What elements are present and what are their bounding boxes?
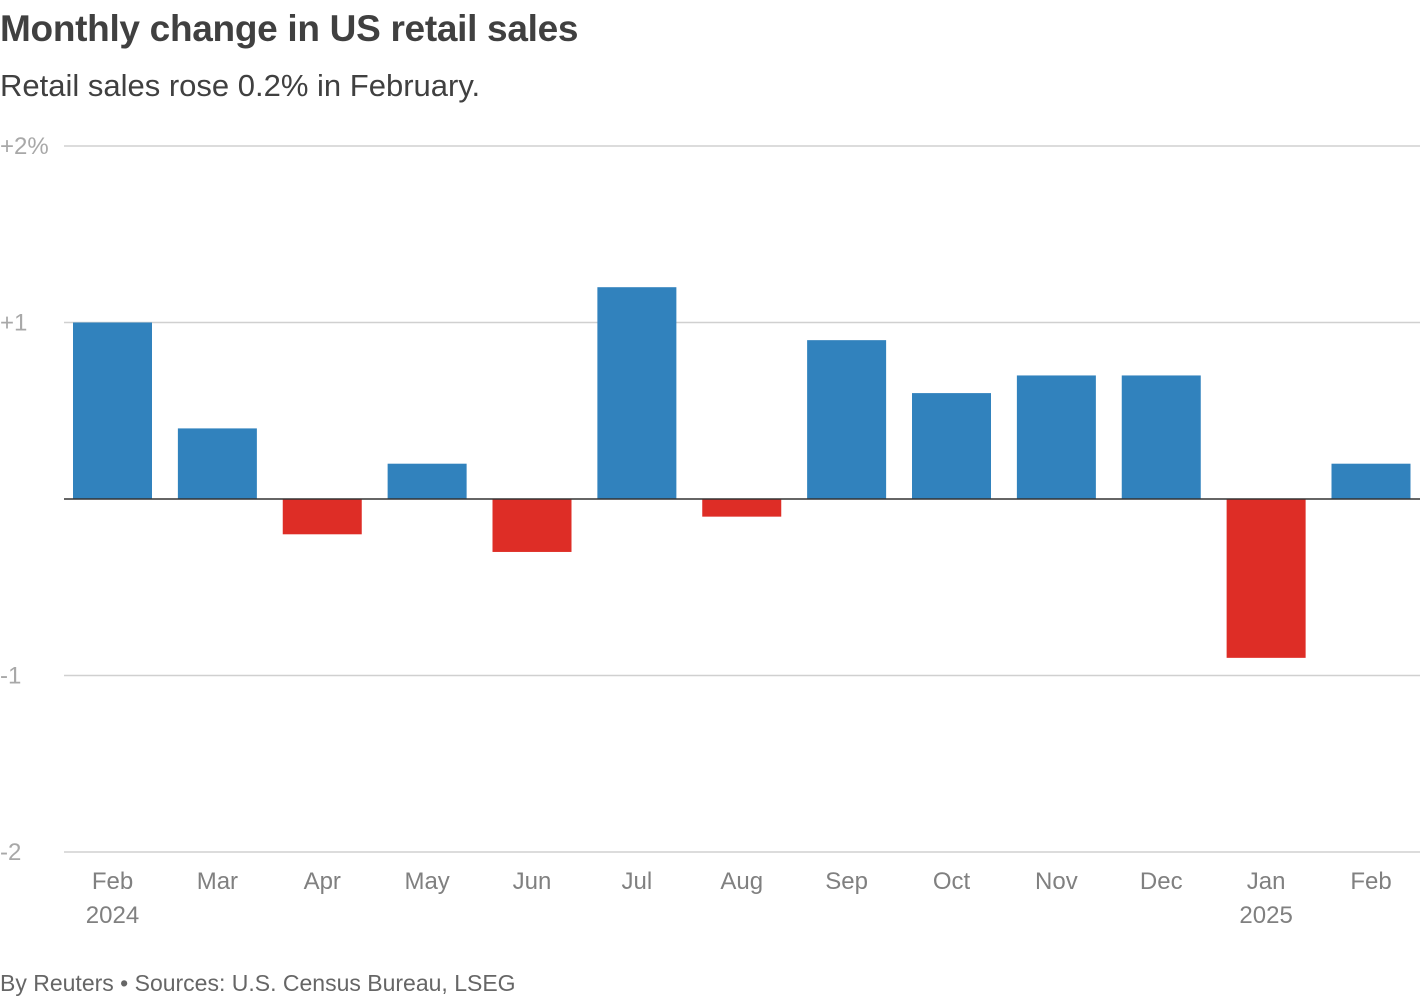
labels: +2% +1 -1 -2 Feb 2024 Mar Apr May Jun Jul Aug Sep Oct…: [0, 133, 1392, 929]
x-tick-year-label: 2025: [1239, 902, 1292, 929]
x-tick-label: Jan: [1247, 868, 1286, 895]
x-tick-label: Nov: [1035, 868, 1078, 895]
x-tick-label: Sep: [825, 868, 868, 895]
x-tick-label: Oct: [933, 868, 971, 895]
y-tick-label: -2: [0, 839, 21, 866]
gridlines: [64, 145, 1420, 853]
bar: [912, 393, 991, 499]
bar: [282, 499, 362, 535]
y-tick-label: +2%: [0, 133, 49, 160]
bar: [387, 463, 467, 499]
x-tick-year-label: 2024: [86, 902, 139, 929]
y-tick-label: -1: [0, 663, 21, 690]
bars: [73, 287, 1411, 658]
bar-chart: +2% +1 -1 -2 Feb 2024 Mar Apr May Jun Jul Aug Sep Oct…: [0, 133, 1420, 929]
bar: [702, 499, 782, 517]
x-tick-label: May: [404, 868, 449, 895]
x-tick-label: Jul: [622, 868, 653, 895]
chart-subtitle: Retail sales rose 0.2% in February.: [0, 68, 481, 103]
y-tick-label: +1: [0, 310, 27, 337]
bar: [1226, 499, 1306, 658]
bar: [1121, 375, 1201, 499]
bar: [1016, 375, 1096, 499]
bar: [73, 322, 152, 499]
x-tick-label: Aug: [720, 868, 763, 895]
x-tick-label: Mar: [197, 868, 238, 895]
bar: [807, 340, 887, 499]
bar: [1331, 463, 1411, 499]
bar: [597, 287, 677, 499]
chart-title: Monthly change in US retail sales: [0, 8, 579, 49]
x-tick-label: Feb: [92, 868, 133, 895]
x-tick-label: Feb: [1350, 868, 1391, 895]
x-tick-label: Dec: [1140, 868, 1183, 895]
bar: [177, 428, 257, 499]
x-tick-label: Jun: [513, 868, 552, 895]
source-credit: By Reuters • Sources: U.S. Census Bureau…: [0, 970, 516, 996]
x-tick-label: Apr: [304, 868, 341, 895]
bar: [492, 499, 572, 552]
